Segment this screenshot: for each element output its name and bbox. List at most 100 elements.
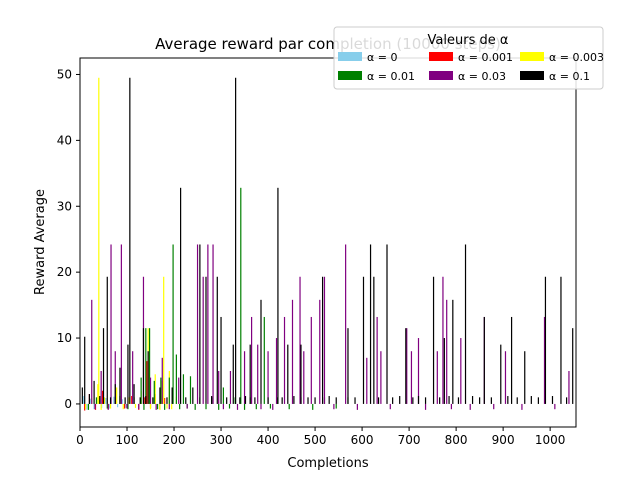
bar-s4-42 <box>366 357 368 404</box>
bar-s5-19 <box>159 387 161 404</box>
bar-s4-23 <box>229 370 232 404</box>
bar-s5-79 <box>537 397 539 404</box>
bar-s4-9 <box>138 403 140 410</box>
bar-s2-6 <box>109 403 112 409</box>
bar-s5-3 <box>93 380 95 404</box>
plot-background <box>80 58 576 427</box>
bar-s5-62 <box>432 276 435 404</box>
bar-s4-13 <box>161 357 163 404</box>
bar-s5-2 <box>88 394 90 404</box>
bar-s3-12 <box>160 377 162 404</box>
series-5 <box>81 77 574 404</box>
bar-s5-37 <box>260 299 262 404</box>
bar-s3-26 <box>222 387 224 404</box>
bar-s5-72 <box>490 397 492 404</box>
bar-s5-50 <box>354 397 356 404</box>
bar-s3-11 <box>156 403 159 410</box>
bar-s3-23 <box>205 403 207 410</box>
bar-s4-49 <box>424 403 427 410</box>
bar-s5-46 <box>321 276 324 404</box>
legend-swatch-5 <box>520 71 544 80</box>
bar-s3-27 <box>228 403 231 409</box>
legend-label-1: α = 0.001 <box>458 51 513 64</box>
bar-s4-59 <box>521 403 523 410</box>
bar-s4-45 <box>389 403 391 410</box>
bar-s4-50 <box>436 351 438 404</box>
bar-s4-12 <box>155 403 157 410</box>
bar-s5-75 <box>510 316 513 404</box>
bar-s3-34 <box>269 403 272 409</box>
bar-s4-11 <box>149 377 152 404</box>
bar-s5-35 <box>249 344 251 404</box>
bar-s3-4 <box>127 403 129 410</box>
bar-s0-9 <box>117 403 119 408</box>
x-axis: 0 100 200 300 400 500 600 700 800 900 1000 <box>76 427 565 447</box>
bar-s5-11 <box>127 344 129 404</box>
x-axis-label: Completions <box>287 456 368 471</box>
bar-s4-7 <box>126 403 128 409</box>
bar-s5-38 <box>267 397 269 404</box>
bar-s5-27 <box>211 396 213 404</box>
bar-s5-26 <box>205 276 207 404</box>
bar-s5-29 <box>220 316 222 404</box>
bar-s4-17 <box>196 244 199 404</box>
bar-s5-44 <box>307 397 309 404</box>
bar-s0-10 <box>121 399 123 404</box>
bar-s3-18 <box>182 374 185 404</box>
bar-s4-48 <box>417 338 420 404</box>
bar-s4-62 <box>568 370 570 404</box>
x-tick-label-9: 900 <box>492 433 515 447</box>
bar-s5-32 <box>235 77 237 404</box>
bar-s3-2 <box>106 403 108 409</box>
bar-s1-14 <box>164 398 166 404</box>
bar-s4-29 <box>267 351 269 404</box>
bar-s4-0 <box>91 299 93 404</box>
bar-s3-17 <box>179 403 181 410</box>
y-tick-label-2: 20 <box>57 265 72 279</box>
bar-s3-8 <box>145 328 147 404</box>
bar-s4-18 <box>202 276 204 404</box>
bar-s1-6 <box>124 403 126 409</box>
bar-s3-16 <box>175 354 177 404</box>
bar-s5-16 <box>145 396 147 404</box>
bar-s4-20 <box>212 244 214 404</box>
bar-s4-44 <box>380 351 382 404</box>
bar-s4-22 <box>222 403 224 410</box>
bar-s5-42 <box>293 396 295 404</box>
bar-s0-0 <box>83 396 85 404</box>
bar-s2-17 <box>163 276 165 404</box>
bar-s0-3 <box>93 403 95 410</box>
bar-s5-83 <box>566 397 568 404</box>
bar-s4-60 <box>543 316 546 404</box>
legend-label-4: α = 0.03 <box>458 70 506 83</box>
bar-s3-6 <box>140 377 142 404</box>
bar-s3-21 <box>194 403 196 410</box>
bar-s5-4 <box>99 396 101 404</box>
bar-s5-57 <box>399 396 401 404</box>
y-tick-label-4: 40 <box>57 133 72 147</box>
bar-s5-13 <box>133 384 135 404</box>
bar-s5-82 <box>560 276 562 404</box>
bar-s5-45 <box>314 397 316 404</box>
bar-s5-56 <box>392 397 394 404</box>
legend-label-2: α = 0.003 <box>549 51 604 64</box>
bar-s5-77 <box>524 351 526 404</box>
bar-s2-20 <box>171 403 173 410</box>
bar-s2-13 <box>149 403 152 410</box>
bar-s4-43 <box>376 316 378 404</box>
bar-s3-38 <box>312 403 314 410</box>
legend-swatch-2 <box>520 52 544 61</box>
bar-s4-6 <box>120 244 122 404</box>
bar-s2-10 <box>134 403 137 408</box>
bar-s5-23 <box>185 397 187 404</box>
legend-swatch-1 <box>429 52 453 61</box>
bar-s4-47 <box>410 351 413 404</box>
bar-s5-70 <box>479 397 481 404</box>
bar-s5-6 <box>106 276 108 404</box>
bar-s4-39 <box>333 403 335 410</box>
bar-s5-49 <box>347 328 349 404</box>
bar-s5-1 <box>84 336 86 404</box>
bar-s1-3 <box>101 390 104 404</box>
bar-s5-65 <box>448 396 450 404</box>
bar-s3-13 <box>164 403 166 410</box>
